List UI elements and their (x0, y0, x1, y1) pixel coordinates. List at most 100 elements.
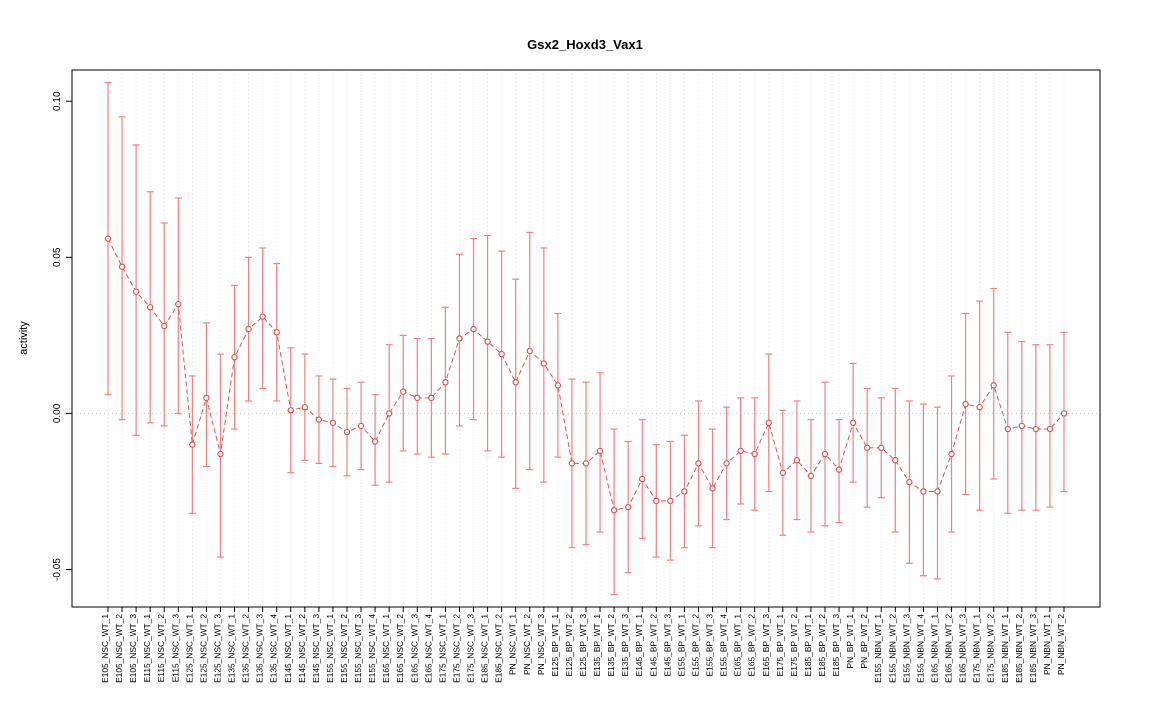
data-point (287, 407, 294, 414)
data-point (793, 457, 801, 464)
x-tick-label: E155_BP_WT_1 (676, 614, 686, 677)
data-point (118, 263, 126, 270)
x-tick-label: E165_NSC_WT_4 (423, 614, 433, 683)
x-tick-label: E135_NSC_WT_1 (227, 614, 237, 683)
data-point (1004, 425, 1011, 433)
data-point (878, 444, 885, 451)
x-tick-label: E135_NSC_WT_3 (255, 614, 265, 683)
y-tick-label: -0.05 (52, 558, 63, 581)
x-tick-label: E155_NBN_WT_1 (873, 614, 883, 683)
data-point (1032, 425, 1040, 433)
data-point (835, 466, 843, 473)
data-point (512, 379, 519, 386)
x-tick-label: PN_BP_WT_2 (859, 614, 869, 669)
data-point (273, 329, 280, 336)
data-point (526, 347, 533, 355)
data-point (428, 394, 435, 402)
data-point (414, 394, 421, 402)
x-tick-label: E145_NSC_WT_2 (297, 614, 307, 683)
data-point (624, 503, 632, 511)
x-tick-label: PN_NBN_WT_1 (1042, 614, 1052, 675)
data-point (554, 382, 562, 389)
x-tick-label: PN_NSC_WT_3 (536, 614, 546, 675)
x-tick-label: E125_NSC_WT_2 (198, 614, 208, 683)
x-tick-label: E185_BP_WT_1 (803, 614, 813, 677)
x-tick-label: E125_BP_WT_1 (550, 614, 560, 677)
x-tick-label: E145_BP_WT_1 (634, 614, 644, 677)
data-point (920, 488, 927, 495)
x-tick-label: E175_NSC_WT_1 (437, 614, 447, 683)
data-point (765, 419, 772, 426)
x-tick-label: E105_NSC_WT_1 (100, 614, 110, 683)
data-point (962, 400, 969, 408)
data-point (737, 447, 744, 455)
x-tick-label: E185_NBN_WT_1 (1000, 614, 1010, 683)
x-tick-label: E155_NBN_WT_2 (887, 614, 897, 683)
x-tick-label: E165_NSC_WT_2 (395, 614, 405, 683)
data-point (821, 450, 829, 458)
x-tick-label: E165_NBN_WT_2 (944, 614, 954, 683)
x-tick-label: E155_NSC_WT_2 (339, 614, 349, 683)
data-point (639, 475, 646, 483)
y-tick-label: 0.10 (52, 91, 63, 111)
data-point (315, 416, 323, 423)
x-tick-label: E185_NSC_WT_1 (480, 614, 490, 683)
data-point (217, 450, 224, 458)
x-tick-label: E125_NSC_WT_1 (184, 614, 194, 683)
data-point (807, 472, 815, 480)
x-tick-label: E165_BP_WT_2 (747, 614, 757, 677)
x-tick-label: E145_BP_WT_3 (662, 614, 672, 677)
data-point (990, 382, 997, 389)
data-point (568, 460, 576, 467)
data-point (343, 428, 351, 436)
data-point (906, 478, 913, 486)
y-tick-label: 0.00 (52, 403, 63, 423)
x-tick-label: E165_NBN_WT_3 (958, 614, 968, 683)
data-point (540, 360, 548, 367)
x-tick-label: E105_NSC_WT_3 (128, 614, 138, 683)
x-tick-label: E155_NBN_WT_3 (901, 614, 911, 683)
data-point (610, 507, 618, 514)
data-point (849, 419, 857, 426)
data-point (470, 325, 477, 333)
x-tick-label: E145_NSC_WT_3 (311, 614, 321, 683)
data-point (976, 403, 983, 411)
x-tick-label: E185_NBN_WT_2 (1014, 614, 1024, 683)
y-axis-title: activity (18, 321, 30, 355)
data-point (132, 288, 140, 295)
x-tick-label: E155_BP_WT_3 (705, 614, 715, 677)
x-tick-label: E175_NSC_WT_2 (451, 614, 461, 683)
x-tick-label: PN_NSC_WT_1 (508, 614, 518, 675)
data-point (863, 444, 871, 451)
data-point (582, 460, 590, 467)
data-point (484, 338, 491, 345)
data-point (231, 354, 238, 361)
x-tick-label: E155_NSC_WT_1 (325, 614, 335, 683)
data-point (203, 394, 210, 402)
data-point (1018, 422, 1026, 430)
x-tick-label: E135_NSC_WT_2 (241, 614, 251, 683)
data-point (175, 300, 182, 308)
x-tick-label: E145_BP_WT_2 (648, 614, 658, 677)
data-point (357, 422, 365, 430)
x-tick-label: E115_NSC_WT_2 (156, 614, 166, 683)
data-point (751, 450, 758, 458)
data-point (779, 469, 787, 476)
x-tick-label: E175_NBN_WT_1 (972, 614, 982, 683)
data-point (498, 350, 505, 358)
x-tick-label: E125_BP_WT_3 (578, 614, 588, 677)
x-tick-label: E135_NSC_WT_4 (269, 614, 279, 683)
data-point (245, 325, 252, 333)
x-tick-label: E115_NSC_WT_1 (142, 614, 152, 683)
x-tick-label: E105_NSC_WT_2 (114, 614, 124, 683)
x-tick-label: E185_BP_WT_3 (831, 614, 841, 677)
data-point (709, 485, 716, 492)
x-tick-label: E155_BP_WT_2 (690, 614, 700, 677)
x-tick-label: E165_NBN_WT_1 (929, 614, 939, 683)
data-point (596, 447, 604, 455)
x-tick-label: E165_NSC_WT_1 (381, 614, 391, 683)
data-point (653, 497, 660, 505)
error-bar (1004, 331, 1012, 514)
